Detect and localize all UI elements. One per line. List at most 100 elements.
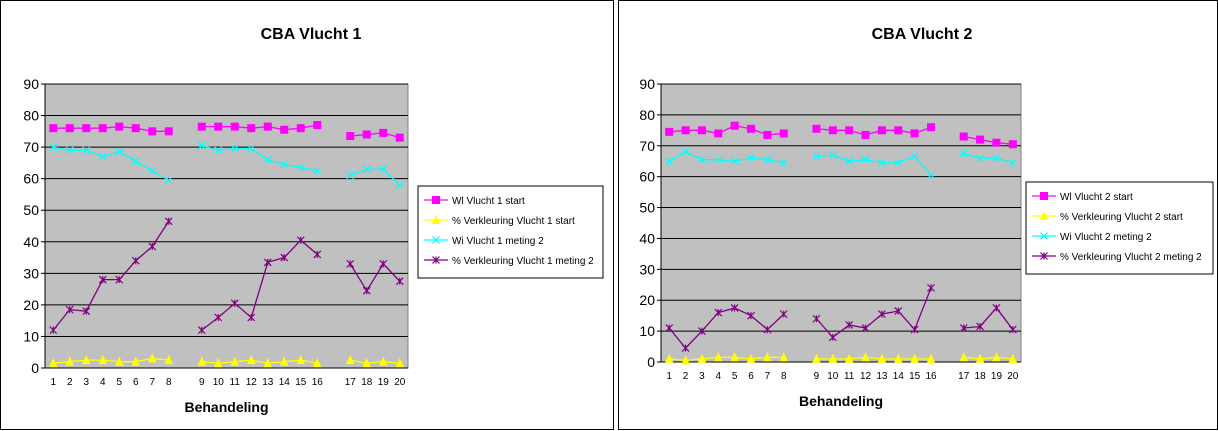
- chart-2-series-3-point: [927, 171, 935, 180]
- chart-1-series-3-line: [201, 144, 318, 172]
- chart-1-series-3-point: [65, 146, 74, 155]
- chart-2-series-4-point: [894, 307, 903, 315]
- chart-1-y-tick-label: 40: [23, 234, 39, 250]
- chart-2-legend: Wl Vlucht 2 start % Verkleuring Vlucht 2 …: [1025, 181, 1214, 275]
- chart-1-x-tick-label: 3: [83, 377, 89, 388]
- chart-2-legend-label: Wi Vlucht 2 meting 2: [1060, 232, 1152, 243]
- chart-2-series-4-point: [845, 321, 854, 329]
- chart-2-series-3-point: [877, 158, 886, 167]
- chart-1-series-3-point: [346, 171, 355, 180]
- chart-1-series-3-point: [230, 144, 239, 153]
- chart-2-series-1-point: [992, 138, 1001, 147]
- chart-1-x-tick-label: 7: [149, 377, 155, 388]
- chart-1-series-4-point: [280, 253, 289, 262]
- chart-1-legend-label: % Verkleuring Vlucht 1 start: [452, 216, 575, 227]
- chart-1-series-3-point: [280, 160, 289, 169]
- chart-2-series-4-line: [963, 306, 1014, 330]
- chart-2-series-2-point: [959, 352, 969, 362]
- chart-2-y-tick-label: 0: [647, 354, 655, 370]
- chart-2-series-2-point: [779, 352, 789, 362]
- chart-1-legend-marker: [431, 214, 441, 224]
- chart-1-x-tick-label: 4: [100, 377, 106, 388]
- chart-2-series-2-point: [828, 353, 838, 363]
- chart-2-series-3-point: [763, 155, 772, 164]
- chart-2-series-3-point: [894, 158, 903, 167]
- chart-2-series-2-point: [910, 353, 919, 363]
- chart-2-title: CBA Vlucht 2: [872, 26, 973, 43]
- chart-1-legend-label: Wl Vlucht 1 start: [452, 196, 525, 207]
- chart-1-series-3: [49, 141, 404, 189]
- chart-1-x-tick-label: 14: [279, 377, 291, 388]
- chart-1-series-2-point: [131, 356, 141, 366]
- chart-2-series-4-point: [714, 308, 723, 317]
- chart-2-legend-label: Wl Vlucht 2 start: [1060, 192, 1133, 203]
- chart-1-series-4-point: [65, 305, 74, 314]
- chart-2-series-3-point: [845, 157, 854, 166]
- chart-1-x-tick-label: 19: [378, 377, 390, 388]
- chart-1-series-1-point: [65, 124, 74, 133]
- chart-1-series-2-point: [246, 354, 256, 365]
- chart-1-series-3-point: [82, 146, 91, 155]
- chart-2-series-1-point: [681, 126, 690, 135]
- chart-2-series-2-point: [763, 352, 772, 362]
- chart-1-series-3-point: [197, 141, 206, 150]
- chart-1-series-2-line: [53, 357, 169, 364]
- chart-1-x-tick-label: 1: [50, 377, 56, 388]
- chart-2-series-1-point: [730, 121, 739, 130]
- chart-1-series-4-point: [395, 277, 404, 286]
- chart-2-series-2-point: [697, 353, 707, 363]
- chart-2-series-4-point: [927, 283, 935, 292]
- chart-1-series-4-point: [230, 299, 239, 308]
- chart-1-series-3-line: [350, 168, 401, 186]
- chart-2-series-2-point: [713, 352, 723, 362]
- chart-1-series-4-point: [148, 242, 157, 251]
- chart-2-series-3-point: [665, 157, 674, 166]
- chart-2-series-4-point: [763, 325, 772, 334]
- chart-2-series-3-point: [747, 154, 755, 163]
- chart-1-series-1-line: [350, 132, 400, 139]
- chart-1-series-1-point: [346, 132, 355, 141]
- chart-2-series-4-point: [861, 324, 870, 332]
- chart-1-y-tick-label: 20: [23, 297, 39, 313]
- chart-2-series-2-point: [746, 353, 756, 363]
- chart-2-series-2-point: [861, 352, 870, 362]
- chart-1-series-1-point: [313, 121, 322, 130]
- chart-1-series-1-point: [164, 127, 173, 136]
- chart-2-x-tick-label: 15: [909, 371, 921, 382]
- chart-1-series-2-point: [48, 358, 58, 368]
- chart-2-x-tick-label: 19: [991, 371, 1003, 382]
- chart-1-x-tick-label: 2: [67, 377, 73, 388]
- chart-1-series-2-point: [345, 354, 355, 365]
- chart-1-series-3-point: [164, 176, 173, 185]
- chart-2-legend-box: [1025, 181, 1214, 275]
- chart-2-x-tick-label: 1: [666, 371, 672, 382]
- chart-1-legend-label: % Verkleuring Vlucht 1 meting 2: [452, 256, 594, 267]
- chart-1-series-1-point: [148, 127, 157, 136]
- chart-2-series-2-line: [669, 356, 784, 362]
- chart-2-x-tick-label: 8: [781, 371, 787, 382]
- chart-2-series-2: [664, 352, 1018, 365]
- chart-1-legend-marker: [432, 236, 440, 244]
- chart-1-series-3-point: [115, 147, 124, 156]
- chart-2-series-4-point: [828, 333, 837, 342]
- chart-1-x-tick-label: 8: [166, 377, 172, 388]
- chart-2-series-3: [665, 148, 1017, 180]
- chart-1-y-tick-label: 60: [23, 171, 39, 187]
- chart-1-series-1-point: [362, 130, 371, 139]
- chart-2-series-2-point: [844, 353, 854, 363]
- chart-2-series-4-point: [877, 310, 886, 319]
- chart-1-y-tick-label: 0: [31, 360, 39, 376]
- chart-2-y-tick-label: 90: [639, 76, 655, 92]
- chart-1-series-2-point: [147, 353, 157, 363]
- chart-1-x-tick-label: 6: [133, 377, 139, 388]
- chart-1-series-4-point: [346, 259, 355, 268]
- chart-1-x-tick-label: 20: [394, 377, 406, 388]
- chart-1-series-2-point: [65, 356, 75, 366]
- chart-1-series-2-point: [279, 356, 289, 366]
- chart-1-series-4-point: [263, 258, 272, 267]
- chart-2-series-3-line: [668, 151, 784, 164]
- chart-1-x-tick-label: 12: [246, 377, 258, 388]
- chart-1-series-1-point: [115, 122, 124, 131]
- chart-2-series-1-point: [927, 123, 935, 132]
